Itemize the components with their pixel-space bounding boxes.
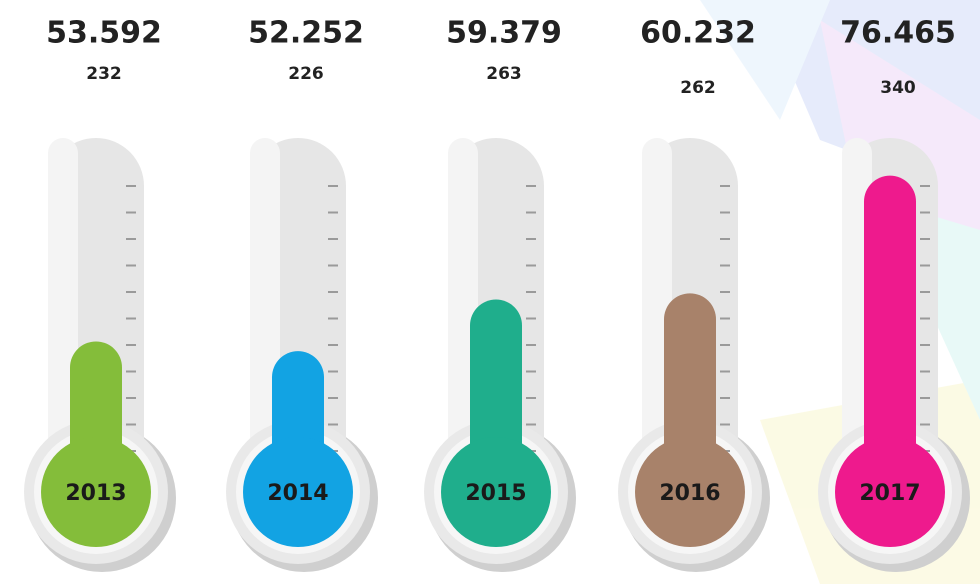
year-label: 2013 (65, 481, 126, 506)
value-label: 53.592 (46, 16, 162, 51)
thermometer: 2015 (424, 138, 576, 572)
count-label: 263 (486, 64, 522, 84)
thermometer: 2013 (24, 138, 176, 572)
thermometer: 2016 (618, 138, 770, 572)
count-label: 232 (86, 64, 122, 84)
mercury (864, 175, 916, 492)
mercury-bulb (441, 437, 551, 547)
count-label: 340 (880, 78, 916, 98)
count-label: 262 (680, 78, 716, 98)
year-label: 2016 (659, 481, 720, 506)
value-label: 76.465 (840, 16, 956, 51)
value-label: 59.379 (446, 16, 562, 51)
year-label: 2015 (465, 481, 526, 506)
value-label: 52.252 (248, 16, 364, 51)
year-label: 2014 (267, 481, 328, 506)
mercury-bulb (635, 437, 745, 547)
count-label: 226 (288, 64, 324, 84)
thermometer: 2017 (818, 138, 970, 572)
mercury-bulb (243, 437, 353, 547)
year-label: 2017 (859, 481, 920, 506)
value-label: 60.232 (640, 16, 756, 51)
mercury-bulb (835, 437, 945, 547)
mercury-bulb (41, 437, 151, 547)
thermometer: 2014 (226, 138, 378, 572)
